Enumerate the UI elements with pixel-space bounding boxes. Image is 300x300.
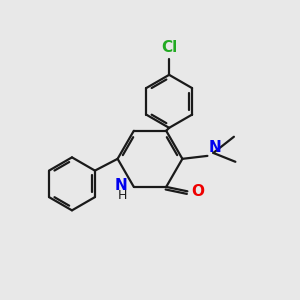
Text: O: O	[191, 184, 204, 199]
Text: H: H	[118, 189, 127, 202]
Text: Cl: Cl	[161, 40, 177, 55]
Text: N: N	[208, 140, 221, 155]
Text: N: N	[115, 178, 127, 193]
